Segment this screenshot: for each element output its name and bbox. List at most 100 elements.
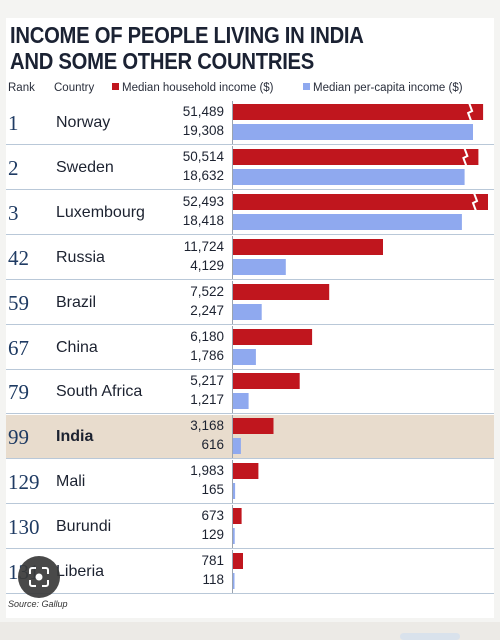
country-label: China (56, 338, 98, 356)
household-value-label: 673 (201, 508, 224, 524)
percapita-value-label: 19,308 (182, 123, 224, 138)
row-divider (6, 548, 494, 550)
chart-row-burundi: 130 Burundi 673 129 (6, 505, 494, 550)
household-bar-burundi (233, 508, 242, 525)
rank-label: 2 (8, 155, 19, 180)
row-divider (6, 503, 494, 505)
row-divider (6, 593, 494, 594)
country-label: India (56, 428, 94, 446)
country-header: Country (54, 82, 95, 94)
title-line-1: INCOME OF PEOPLE LIVING IN INDIA (10, 22, 364, 48)
legend-percapita-label: Median per-capita income ($) (313, 82, 463, 94)
scale-break-mark (471, 192, 479, 212)
legend-percapita: Median per-capita income ($) (303, 82, 463, 94)
bar-group (233, 238, 383, 275)
percapita-value-label: 165 (201, 482, 224, 498)
household-bar-china (233, 328, 313, 345)
source-note: Source: Gallup (8, 599, 68, 609)
percapita-bar-india (233, 438, 241, 455)
bar-group (233, 553, 243, 589)
household-bar-liberia (233, 553, 243, 569)
household-value-label: 6,180 (190, 328, 224, 344)
chart-title: INCOME OF PEOPLE LIVING IN INDIA AND SOM… (10, 22, 432, 74)
household-value-label: 5,217 (190, 373, 224, 389)
percapita-value-label: 18,418 (182, 212, 224, 228)
bar-group (233, 283, 330, 320)
home-indicator (400, 633, 460, 640)
bar-group (233, 373, 300, 410)
axis-line (232, 190, 233, 235)
country-label: Liberia (56, 563, 105, 580)
row-divider (6, 144, 494, 145)
percapita-bar-norway (233, 124, 473, 140)
chart-row-china: 67 China 6,180 1,786 (6, 325, 494, 370)
household-bar-luxembourg (233, 193, 488, 210)
percapita-value-label: 129 (201, 527, 224, 543)
household-bar-brazil (233, 283, 330, 300)
rank-label: 99 (8, 425, 29, 450)
chart-row-sweden: 2 Sweden 50,514 18,632 (6, 145, 494, 190)
chart-row-norway: 1 Norway 51,489 19,308 (6, 101, 494, 145)
percapita-bar-south-africa (233, 393, 249, 410)
bar-group (233, 328, 313, 365)
percapita-bar-luxembourg (233, 213, 462, 230)
google-lens-button[interactable] (18, 556, 60, 598)
percapita-bar-liberia (233, 573, 235, 589)
chart-row-luxembourg: 3 Luxembourg 52,493 18,418 (6, 190, 494, 235)
legend-household: Median household income ($) (112, 82, 274, 94)
percapita-value-label: 2,247 (190, 302, 224, 318)
axis-line (232, 235, 233, 280)
country-label: Sweden (56, 158, 114, 176)
household-value-label: 51,489 (182, 104, 224, 119)
row-divider (6, 278, 494, 280)
household-value-label: 1,983 (190, 463, 224, 479)
rank-label: 79 (8, 380, 29, 405)
household-value-label: 7,522 (190, 283, 224, 299)
chart-row-liberia: 131Liberia781118 (6, 550, 494, 594)
row-divider (6, 323, 494, 325)
row-divider (6, 413, 494, 415)
percapita-bar-burundi (233, 528, 235, 545)
rank-label: 1 (8, 111, 19, 135)
country-label: South Africa (56, 383, 143, 401)
chart-row-russia: 42 Russia 11,724 4,129 (6, 235, 494, 280)
country-label: Russia (56, 248, 105, 266)
percapita-value-label: 1,786 (190, 347, 224, 363)
chart-row-brazil: 59 Brazil 7,522 2,247 (6, 280, 494, 325)
rank-label: 59 (8, 290, 29, 315)
axis-line (232, 550, 233, 594)
google-lens-icon (29, 567, 49, 587)
scale-break-mark (462, 147, 469, 167)
household-swatch-icon (112, 83, 119, 90)
percapita-value-label: 4,129 (190, 257, 224, 273)
bar-group (233, 192, 488, 230)
household-value-label: 52,493 (182, 193, 224, 209)
rank-label: 129 (8, 470, 40, 495)
scale-break-mark (466, 102, 474, 122)
title-line-2: AND SOME OTHER COUNTRIES (10, 48, 315, 74)
bar-group (233, 147, 479, 185)
country-label: Burundi (56, 518, 112, 536)
bar-group (233, 102, 484, 140)
household-value-label: 11,724 (183, 238, 224, 254)
bottom-strip (0, 622, 500, 640)
axis-line (232, 505, 233, 550)
row-divider (6, 368, 494, 370)
percapita-value-label: 18,632 (182, 167, 224, 183)
rank-label: 42 (8, 245, 29, 270)
household-bar-sweden (233, 148, 479, 165)
axis-line (232, 101, 233, 145)
axis-line (232, 145, 233, 190)
axis-line (232, 325, 233, 370)
household-bar-south-africa (233, 373, 300, 390)
bar-group (233, 463, 259, 500)
country-label: Norway (56, 114, 111, 131)
rank-label: 3 (8, 200, 19, 225)
axis-line (232, 460, 233, 505)
legend-household-label: Median household income ($) (122, 82, 274, 94)
percapita-bar-sweden (233, 168, 465, 185)
household-bar-norway (233, 104, 484, 120)
percapita-value-label: 118 (202, 572, 224, 587)
row-divider (6, 188, 494, 190)
household-bar-mali (233, 463, 259, 480)
